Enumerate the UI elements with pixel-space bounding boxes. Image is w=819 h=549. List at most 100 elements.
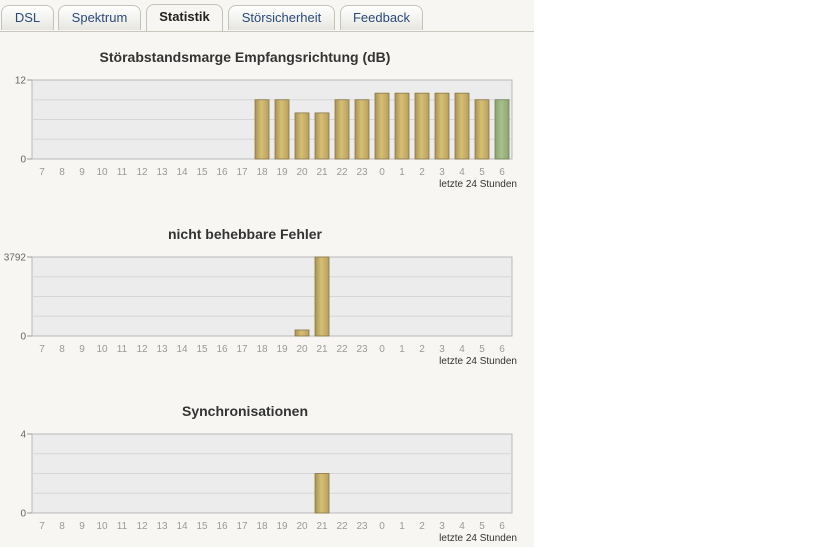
x-tick-label: 21 (316, 344, 328, 355)
bar (334, 99, 350, 160)
x-tick-label: 9 (79, 167, 85, 178)
y-tick-label: 12 (15, 76, 27, 87)
x-tick-label: 2 (419, 521, 425, 532)
x-tick-label: 10 (96, 344, 108, 355)
x-tick-label: 21 (316, 167, 328, 178)
x-tick-label: 2 (419, 344, 425, 355)
x-tick-label: 17 (236, 344, 248, 355)
bar (294, 329, 310, 337)
x-tick-label: 4 (459, 344, 465, 355)
x-tick-label: 22 (336, 167, 348, 178)
x-tick-label: 1 (399, 167, 405, 178)
x-tick-label: 3 (439, 521, 445, 532)
bar (314, 256, 330, 337)
x-tick-label: 0 (379, 521, 385, 532)
bar (254, 99, 270, 160)
x-tick-label: 11 (117, 344, 128, 355)
tab-bar: DSL Spektrum Statistik Störsicherheit Fe… (0, 0, 534, 32)
x-tick-label: 20 (296, 521, 308, 532)
x-tick-label: 23 (356, 521, 368, 532)
bar (414, 92, 430, 160)
x-tick-label: 15 (196, 167, 208, 178)
x-tick-label: 16 (216, 521, 228, 532)
x-tick-label: 19 (276, 344, 288, 355)
x-tick-label: 14 (176, 344, 188, 355)
x-tick-label: 4 (459, 521, 465, 532)
x-tick-label: 20 (296, 344, 308, 355)
x-tick-label: 15 (196, 344, 208, 355)
x-tick-label: 11 (117, 521, 128, 532)
x-tick-label: 20 (296, 167, 308, 178)
x-tick-label: 23 (356, 344, 368, 355)
x-tick-label: 18 (256, 344, 268, 355)
x-tick-label: 1 (399, 344, 405, 355)
x-tick-label: 0 (379, 344, 385, 355)
x-tick-label: 6 (499, 167, 505, 178)
y-tick-label: 0 (20, 332, 26, 343)
x-tick-label: 13 (156, 344, 168, 355)
x-tick-label: 7 (39, 521, 45, 532)
x-tick-label: 15 (196, 521, 208, 532)
x-tick-label: 8 (59, 167, 65, 178)
x-axis-caption: letzte 24 Stunden (439, 356, 517, 367)
x-tick-label: 13 (156, 167, 168, 178)
x-tick-label: 10 (96, 167, 108, 178)
x-tick-label: 16 (216, 167, 228, 178)
bar (474, 99, 490, 160)
tab-statistik[interactable]: Statistik (146, 4, 223, 31)
x-tick-label: 8 (59, 521, 65, 532)
x-axis-caption: letzte 24 Stunden (439, 533, 517, 544)
x-tick-label: 3 (439, 344, 445, 355)
x-tick-label: 14 (176, 521, 188, 532)
x-tick-label: 13 (156, 521, 168, 532)
x-tick-label: 10 (96, 521, 108, 532)
x-axis-caption: letzte 24 Stunden (439, 179, 517, 190)
x-tick-label: 16 (216, 344, 228, 355)
chart-title-errors: nicht behebbare Fehler (167, 226, 323, 242)
tab-dsl[interactable]: DSL (1, 5, 54, 30)
tab-stoersicherheit[interactable]: Störsicherheit (228, 5, 335, 30)
x-tick-label: 17 (236, 521, 248, 532)
statistics-panel: DSL Spektrum Statistik Störsicherheit Fe… (0, 0, 534, 547)
x-tick-label: 14 (176, 167, 188, 178)
x-tick-label: 3 (439, 167, 445, 178)
bar (394, 92, 410, 160)
x-tick-label: 12 (136, 167, 148, 178)
x-tick-label: 7 (39, 344, 45, 355)
x-tick-label: 23 (356, 167, 368, 178)
x-tick-label: 11 (117, 167, 128, 178)
bar (494, 99, 510, 160)
x-tick-label: 5 (479, 344, 485, 355)
bar (314, 473, 330, 514)
x-tick-label: 12 (136, 344, 148, 355)
y-tick-label: 0 (20, 155, 26, 166)
bar (354, 99, 370, 160)
x-tick-label: 17 (236, 167, 248, 178)
x-tick-label: 6 (499, 344, 505, 355)
bar (314, 112, 330, 160)
bar (294, 112, 310, 160)
x-tick-label: 2 (419, 167, 425, 178)
x-tick-label: 4 (459, 167, 465, 178)
y-tick-label: 4 (20, 430, 26, 441)
bar (274, 99, 290, 160)
chart-title-sync: Synchronisationen (181, 403, 309, 419)
x-tick-label: 12 (136, 521, 148, 532)
tab-feedback[interactable]: Feedback (340, 5, 423, 30)
x-tick-label: 18 (256, 167, 268, 178)
tab-spektrum[interactable]: Spektrum (58, 5, 141, 30)
x-tick-label: 19 (276, 521, 288, 532)
x-tick-label: 9 (79, 344, 85, 355)
x-tick-label: 18 (256, 521, 268, 532)
chart-title-snr: Störabstandsmarge Empfangsrichtung (dB) (99, 49, 391, 65)
x-tick-label: 6 (499, 521, 505, 532)
x-tick-label: 1 (399, 521, 405, 532)
bar (434, 92, 450, 160)
chart-synchronizations: 407 8 9 10 11 12 13 14 15 16 17 18 19 20 21 22 23 0 1 2 3 4 5 6… (20, 430, 517, 545)
x-tick-label: 7 (39, 167, 45, 178)
x-tick-label: 22 (336, 344, 348, 355)
y-tick-label: 3792 (4, 253, 27, 264)
x-tick-label: 5 (479, 521, 485, 532)
